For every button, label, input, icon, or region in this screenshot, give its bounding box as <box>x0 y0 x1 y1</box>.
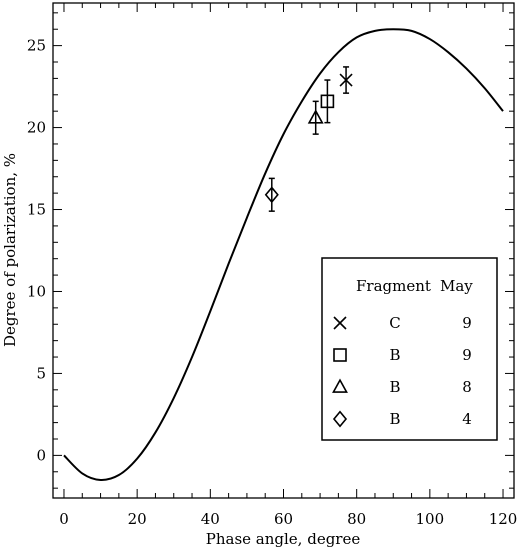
legend-fragment: B <box>389 410 400 428</box>
legend-box <box>321 257 498 441</box>
data-point-triangle <box>307 100 324 135</box>
legend-marker-square <box>333 348 347 362</box>
x-axis-title: Phase angle, degree <box>206 530 361 548</box>
x-tick-label: 40 <box>201 510 220 528</box>
legend-may: 4 <box>462 410 472 428</box>
y-axis-title: Degree of polarization, % <box>1 153 19 347</box>
marker-stroke <box>333 316 347 330</box>
point-marker-diamond <box>264 186 279 204</box>
data-point-square <box>320 79 335 124</box>
data-points <box>264 66 353 212</box>
point-marker-square <box>320 94 335 109</box>
legend-marker-cross <box>333 316 347 330</box>
point-marker-cross <box>339 73 353 87</box>
x-tick-label: 80 <box>347 510 366 528</box>
axis-ticks <box>53 3 514 498</box>
data-point-diamond <box>264 177 279 212</box>
legend-header-may: May <box>440 277 473 295</box>
legend-may: 9 <box>462 314 472 332</box>
legend-may: 9 <box>462 346 472 364</box>
fit-curve <box>63 28 504 481</box>
legend-marker-triangle <box>332 378 348 393</box>
y-tick-label: 15 <box>27 201 46 219</box>
legend-header-fragment: Fragment <box>356 277 431 295</box>
y-tick-label: 25 <box>27 37 46 55</box>
legend-marker-diamond <box>332 410 348 428</box>
x-tick-label: 0 <box>59 510 69 528</box>
x-tick-label: 60 <box>274 510 293 528</box>
y-tick-label: 20 <box>27 119 46 137</box>
y-tick-label: 10 <box>27 282 46 300</box>
x-tick-label: 100 <box>416 510 445 528</box>
legend-fragment: C <box>389 314 400 332</box>
y-tick-label: 5 <box>36 364 46 382</box>
point-marker-triangle <box>307 109 324 124</box>
x-tick-label: 20 <box>128 510 147 528</box>
legend-fragment: B <box>389 346 400 364</box>
legend-rows: C 9B 9B 8B 4 <box>332 314 472 428</box>
tick-labels: 0 20 40 60 80 100 120 0 5 10 15 20 25 <box>27 37 517 528</box>
marker-stroke <box>339 73 353 87</box>
data-point-cross <box>339 66 353 94</box>
legend-may: 8 <box>462 378 472 396</box>
legend-fragment: B <box>389 378 400 396</box>
x-tick-label: 120 <box>489 510 518 528</box>
legend: Fragment May C 9B 9B 8B 4 <box>321 257 498 441</box>
y-tick-label: 0 <box>36 446 46 464</box>
